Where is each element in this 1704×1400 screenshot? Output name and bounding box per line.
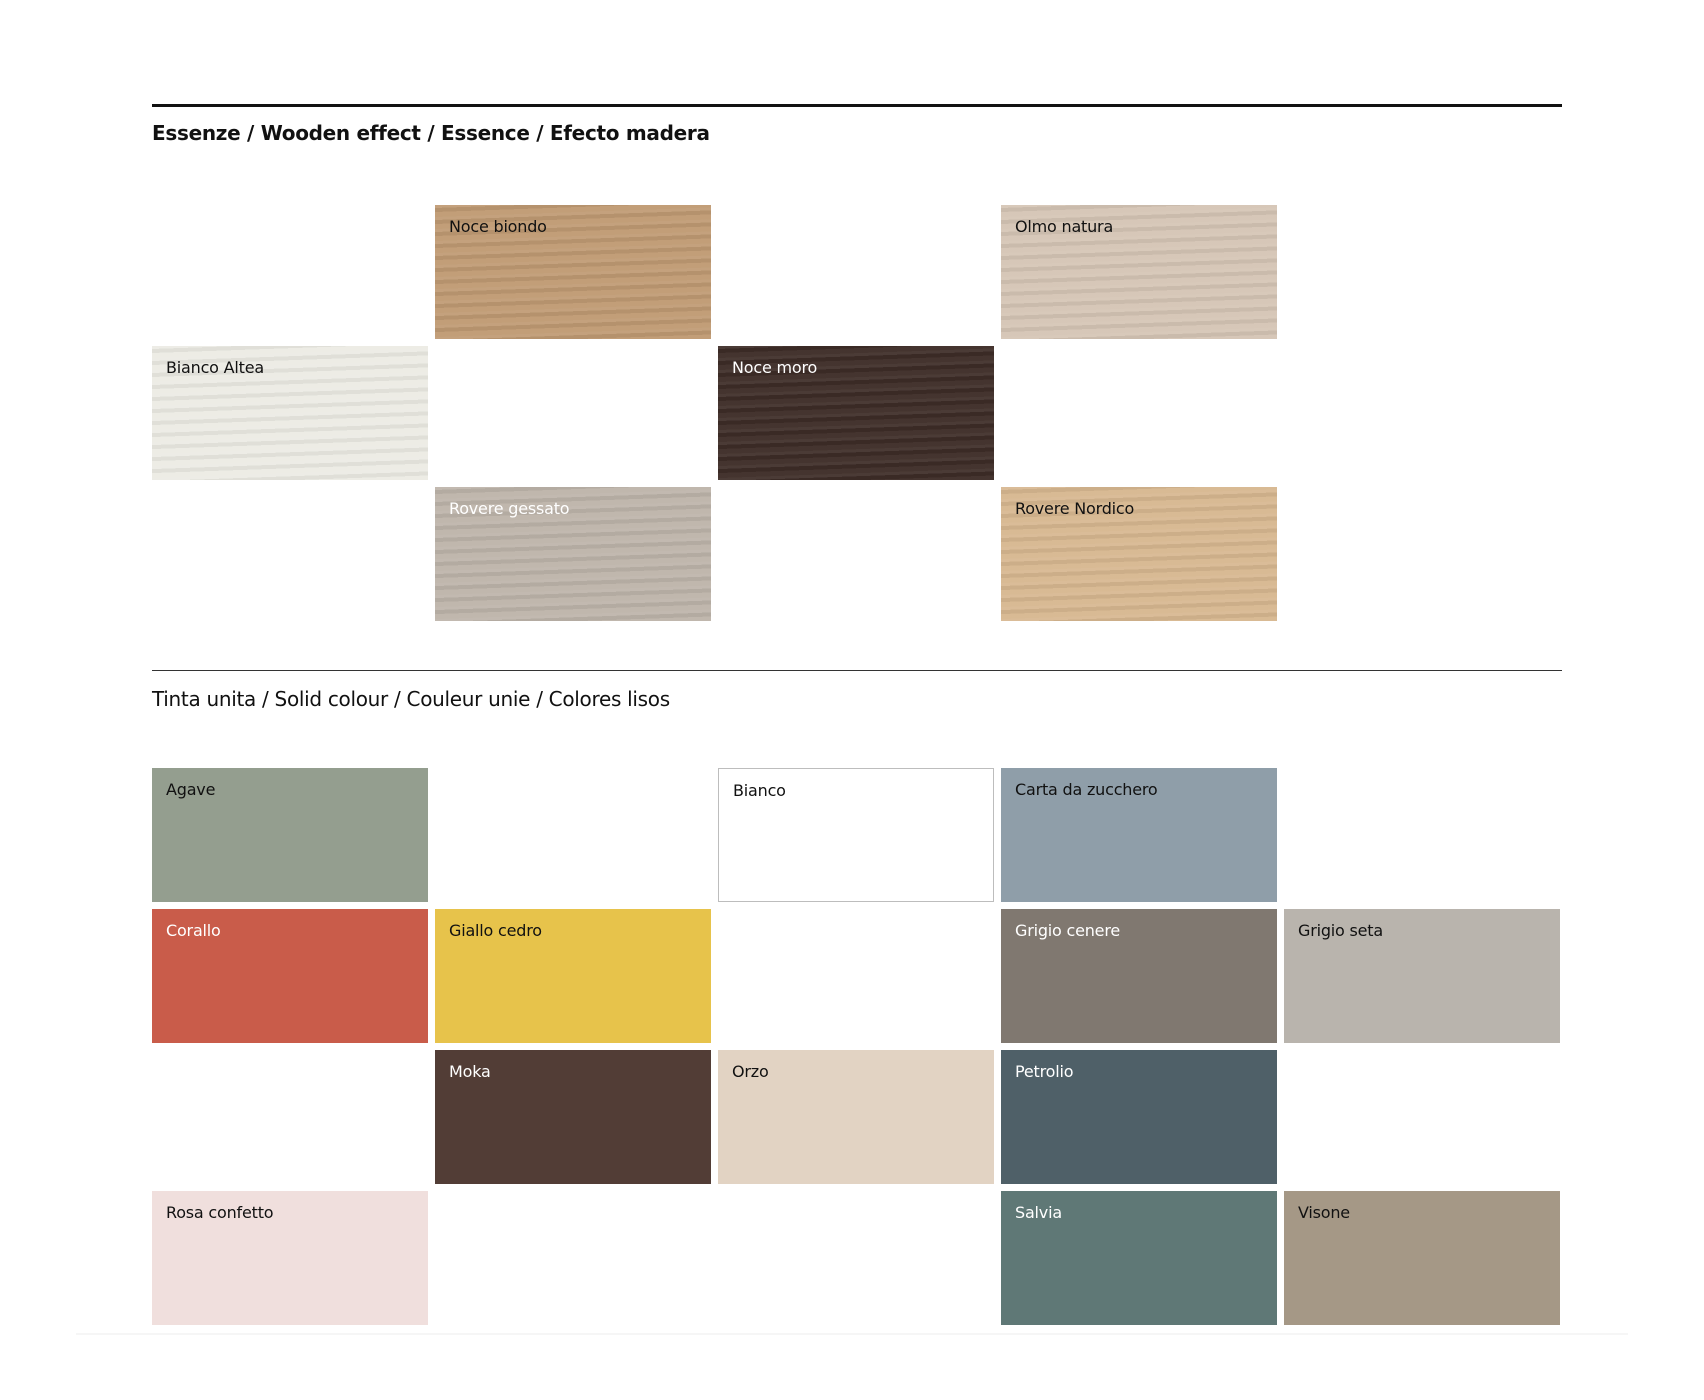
- swatch-carta-da-zucchero[interactable]: Carta da zucchero: [1001, 768, 1277, 902]
- swatch-giallo-cedro[interactable]: Giallo cedro: [435, 909, 711, 1043]
- swatch-rosa-confetto[interactable]: Rosa confetto: [152, 1191, 428, 1325]
- swatch-grigio-cenere[interactable]: Grigio cenere: [1001, 909, 1277, 1043]
- swatch-label: Giallo cedro: [449, 921, 542, 940]
- swatch-label: Noce biondo: [449, 217, 547, 236]
- swatch-corallo[interactable]: Corallo: [152, 909, 428, 1043]
- swatch-label: Noce moro: [732, 358, 818, 377]
- swatch-agave[interactable]: Agave: [152, 768, 428, 902]
- swatch-petrolio[interactable]: Petrolio: [1001, 1050, 1277, 1184]
- swatch-label: Olmo natura: [1015, 217, 1114, 236]
- swatch-rovere-nordico[interactable]: Rovere Nordico: [1001, 487, 1277, 621]
- swatch-label: Visone: [1298, 1203, 1350, 1222]
- swatch-label: Petrolio: [1015, 1062, 1074, 1081]
- swatch-rovere-gessato[interactable]: Rovere gessato: [435, 487, 711, 621]
- swatch-label: Rovere Nordico: [1015, 499, 1135, 518]
- swatch-visone[interactable]: Visone: [1284, 1191, 1560, 1325]
- swatch-label: Orzo: [732, 1062, 769, 1081]
- swatch-noce-moro[interactable]: Noce moro: [718, 346, 994, 480]
- swatch-label: Rosa confetto: [166, 1203, 274, 1222]
- swatch-label: Rovere gessato: [449, 499, 570, 518]
- bottom-divider: [76, 1333, 1628, 1335]
- swatch-olmo-natura[interactable]: Olmo natura: [1001, 205, 1277, 339]
- solid-section-title: Tinta unita / Solid colour / Couleur uni…: [152, 687, 670, 711]
- swatch-label: Carta da zucchero: [1015, 780, 1158, 799]
- section-divider-solid: [152, 670, 1562, 671]
- swatch-label: Agave: [166, 780, 216, 799]
- swatch-label: Grigio seta: [1298, 921, 1383, 940]
- swatch-label: Corallo: [166, 921, 221, 940]
- swatch-bianco[interactable]: Bianco: [718, 768, 994, 902]
- swatch-noce-biondo[interactable]: Noce biondo: [435, 205, 711, 339]
- swatch-orzo[interactable]: Orzo: [718, 1050, 994, 1184]
- swatch-label: Bianco Altea: [166, 358, 264, 377]
- swatch-label: Bianco: [733, 781, 786, 800]
- section-divider-wooden: [152, 104, 1562, 107]
- swatch-bianco-altea[interactable]: Bianco Altea: [152, 346, 428, 480]
- wooden-section-title: Essenze / Wooden effect / Essence / Efec…: [152, 121, 710, 145]
- swatch-moka[interactable]: Moka: [435, 1050, 711, 1184]
- swatch-grigio-seta[interactable]: Grigio seta: [1284, 909, 1560, 1043]
- swatch-label: Salvia: [1015, 1203, 1062, 1222]
- swatch-label: Grigio cenere: [1015, 921, 1120, 940]
- swatch-label: Moka: [449, 1062, 491, 1081]
- swatch-salvia[interactable]: Salvia: [1001, 1191, 1277, 1325]
